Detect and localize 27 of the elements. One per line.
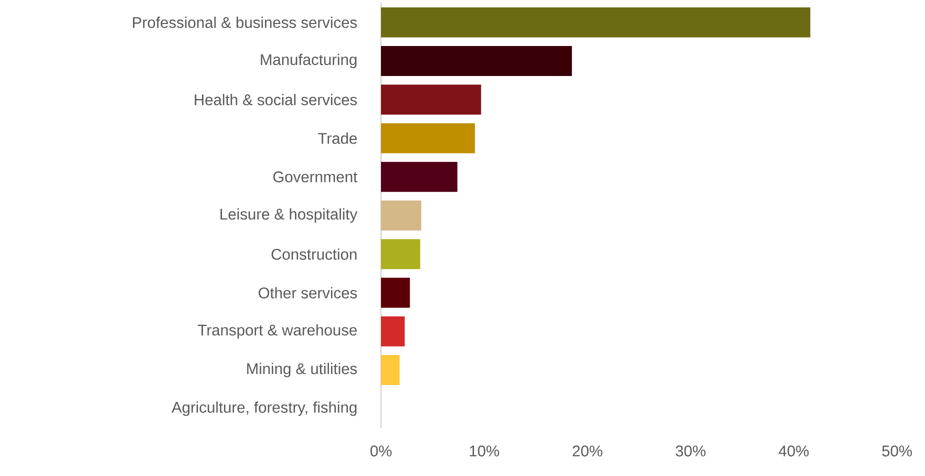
y-tick-label: Agriculture, forestry, fishing xyxy=(172,401,356,416)
bar xyxy=(381,46,572,76)
y-tick-label: Other services xyxy=(258,287,357,298)
y-tick-label: Mining & utilities xyxy=(247,362,357,378)
x-tick-label: 30% xyxy=(676,446,706,456)
y-tick-label: Leisure & hospitality xyxy=(220,208,358,223)
bar xyxy=(381,278,410,308)
y-tick-label: Construction xyxy=(272,248,356,260)
bar xyxy=(381,162,458,192)
y-tick-label: Health & social services xyxy=(194,94,357,106)
y-tick-label: Government xyxy=(273,171,358,182)
bar xyxy=(381,84,482,115)
y-tick-label: Manufacturing xyxy=(260,54,356,68)
x-tick-label: 10% xyxy=(470,446,500,456)
y-tick-label: Trade xyxy=(318,132,357,144)
bar xyxy=(381,123,475,154)
bar xyxy=(381,200,422,231)
x-tick-label: 50% xyxy=(882,446,912,456)
bar xyxy=(381,7,810,38)
y-tick-label: Transport & warehouse xyxy=(198,324,357,339)
y-tick-label: Professional & business services xyxy=(133,16,357,28)
x-tick-label: 40% xyxy=(778,446,809,456)
x-tick-label: 0% xyxy=(370,446,392,456)
bar xyxy=(381,316,405,346)
bar xyxy=(381,355,400,386)
bar xyxy=(381,239,420,270)
x-tick-label: 20% xyxy=(572,446,602,456)
